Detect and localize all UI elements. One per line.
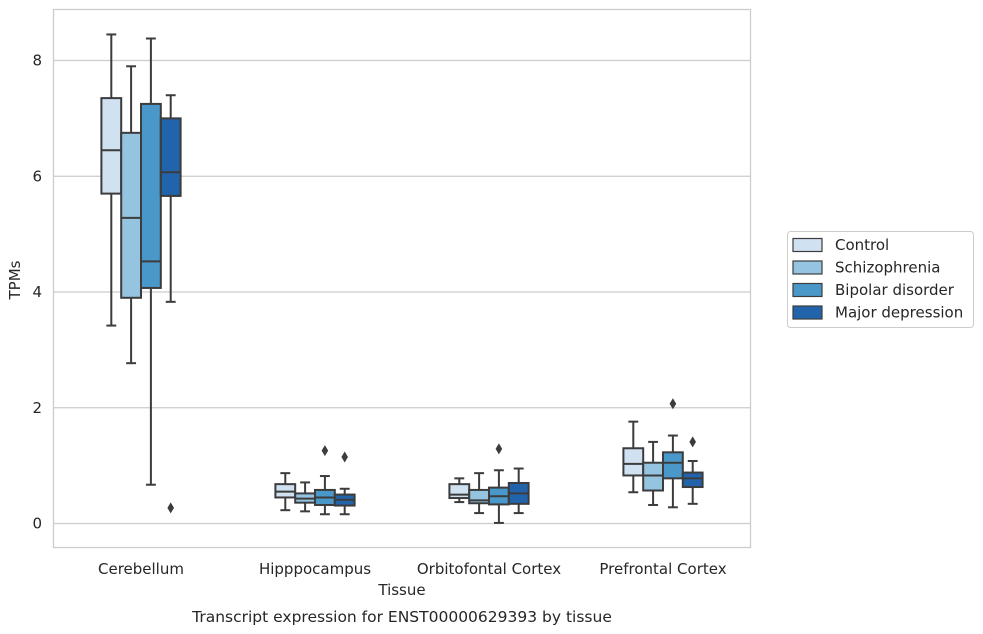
box [622, 420, 645, 494]
y-tick-label: 4 [32, 283, 42, 301]
box-iqr [159, 117, 182, 197]
box [662, 398, 684, 509]
y-tick-label: 8 [32, 52, 42, 70]
box [159, 94, 182, 514]
y-tick-label: 6 [32, 167, 42, 185]
box-iqr [622, 447, 645, 477]
x-tick-labels: Cerebellum Hipppocampus Orbitofontal Corte… [98, 560, 727, 578]
box [100, 33, 123, 327]
box-iqr [662, 451, 684, 480]
box [294, 481, 317, 513]
box-iqr [642, 461, 665, 492]
legend-label: Control [835, 236, 889, 254]
y-tick-label: 0 [32, 515, 42, 533]
x-tick-label: Orbitofontal Cortex [417, 560, 561, 578]
legend: Control Schizophrenia Bipolar disorder Majo… [787, 231, 974, 328]
box [507, 467, 530, 515]
legend-item: Schizophrenia [792, 259, 940, 277]
series-schizophrenia [120, 65, 665, 515]
box [140, 37, 162, 486]
box-iqr [100, 97, 123, 195]
legend-label: Schizophrenia [835, 259, 940, 277]
x-tick-label: Prefrontal Cortex [599, 560, 726, 578]
x-tick-label: Cerebellum [98, 560, 184, 578]
outlier-point [495, 443, 503, 455]
legend-swatch [792, 305, 823, 320]
legend-frame [787, 231, 974, 328]
y-tick-labels: 0 2 4 6 8 [32, 52, 42, 533]
outlier-point [321, 445, 329, 457]
legend-label: Bipolar disorder [835, 281, 955, 299]
box-iqr [120, 131, 142, 299]
outlier-point [669, 398, 677, 410]
box [642, 440, 665, 506]
legend-item: Control [792, 236, 889, 254]
outlier-point [689, 436, 696, 448]
box [314, 445, 336, 516]
legend-swatch [792, 237, 823, 253]
y-tick-label: 2 [32, 399, 42, 417]
legend-swatch [792, 260, 823, 275]
series-bipolar-disorder [140, 37, 684, 524]
y-axis-label: TPMs [6, 260, 24, 300]
series-major-depression [159, 94, 704, 516]
plot-frame [52, 8, 752, 549]
outlier-point [341, 451, 348, 463]
legend-swatch [792, 282, 823, 298]
box-series [100, 33, 704, 524]
box [274, 472, 297, 512]
box [681, 436, 704, 505]
legend-item: Bipolar disorder [792, 281, 955, 299]
box [468, 472, 491, 515]
chart-caption: Transcript expression for ENST0000062939… [191, 608, 612, 626]
box [120, 65, 142, 365]
box [488, 443, 510, 524]
legend-label: Major depression [835, 304, 963, 322]
legend-item: Major depression [792, 304, 963, 322]
x-tick-label: Hipppocampus [259, 560, 371, 578]
x-axis-label: Tissue [377, 581, 425, 599]
box [448, 477, 471, 504]
outlier-point [167, 502, 174, 514]
series-control [100, 33, 645, 512]
box [333, 451, 356, 516]
box-iqr [681, 471, 704, 489]
box-iqr [448, 483, 471, 500]
